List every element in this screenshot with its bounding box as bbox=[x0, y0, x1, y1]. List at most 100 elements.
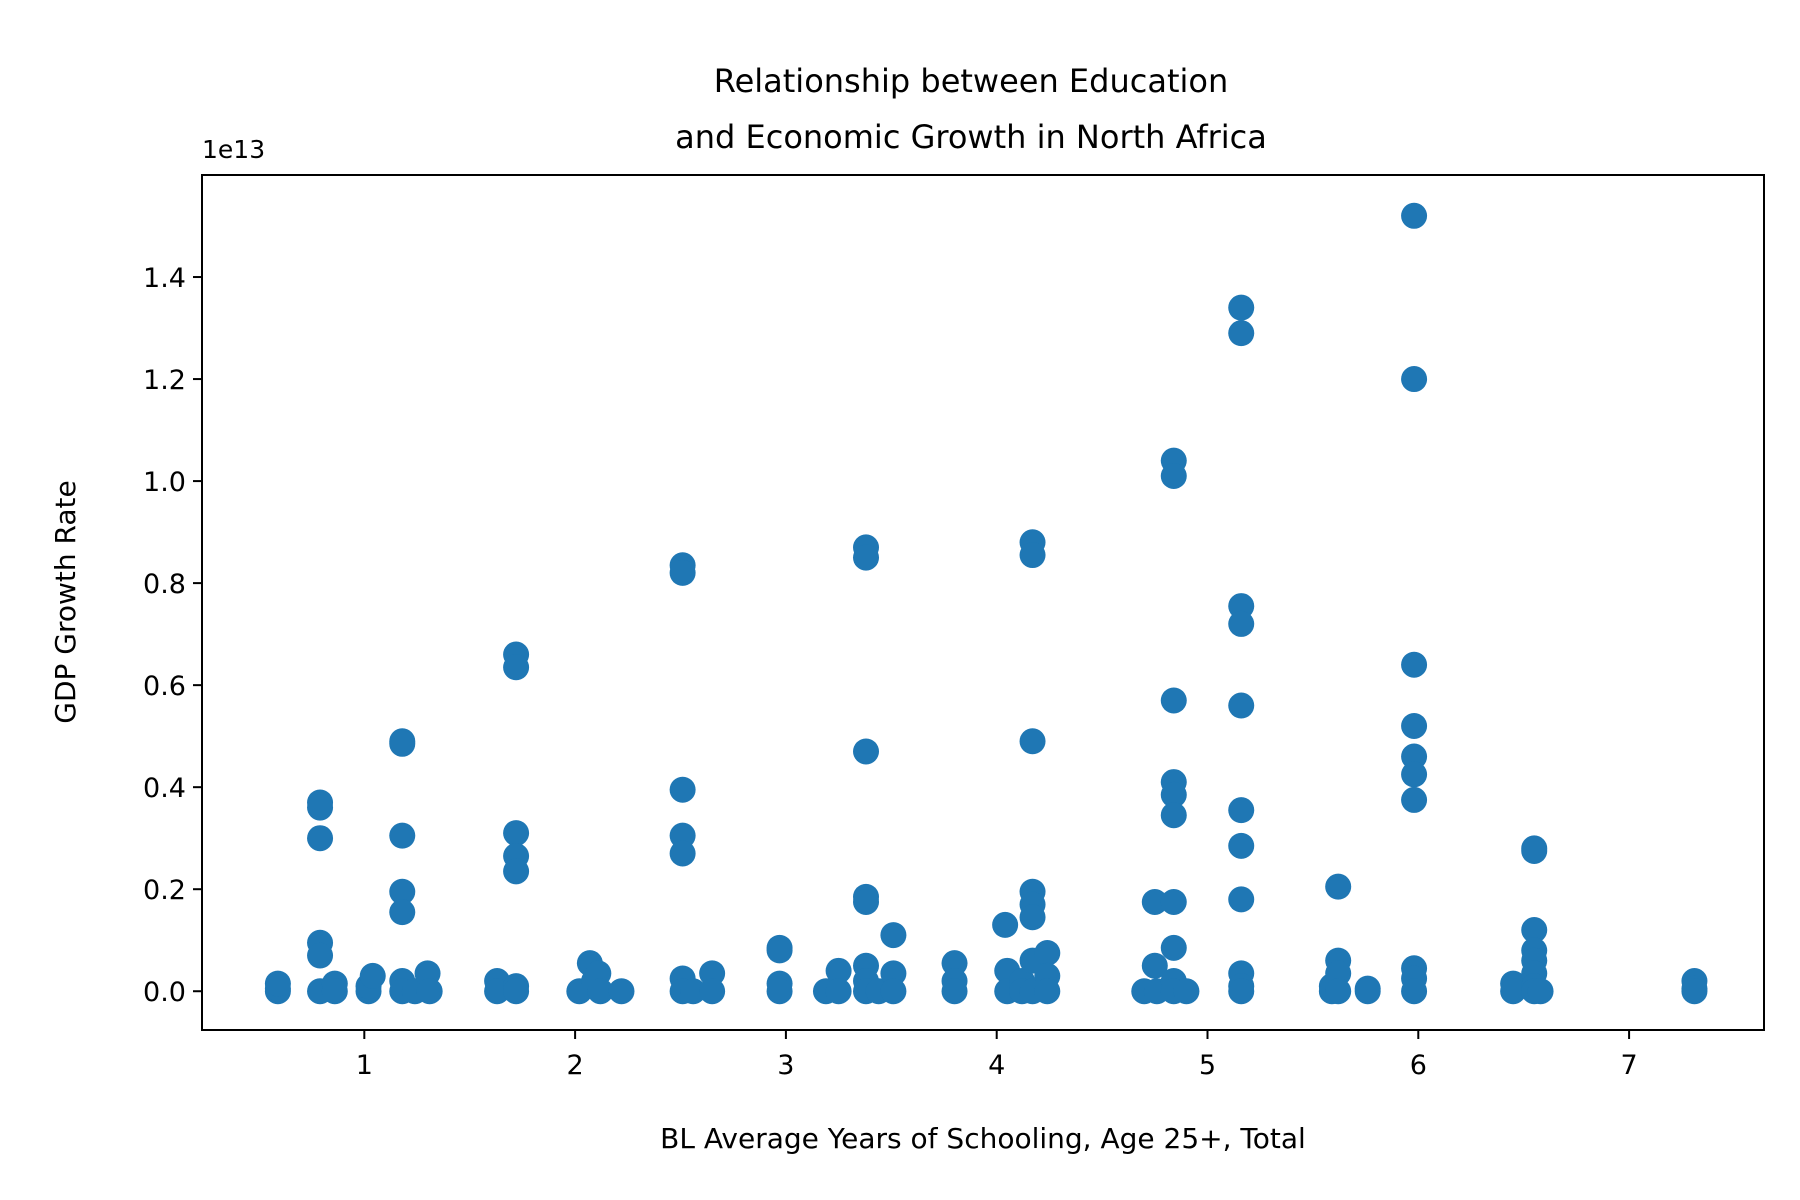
data-point bbox=[825, 978, 852, 1005]
x-tick-label: 6 bbox=[1410, 1050, 1427, 1081]
y-tick-label: 1.2 bbox=[143, 365, 186, 396]
data-point bbox=[880, 978, 907, 1005]
data-point bbox=[1228, 886, 1255, 913]
data-point bbox=[1401, 786, 1428, 813]
y-tick-label: 0.2 bbox=[143, 875, 186, 906]
data-point bbox=[264, 970, 291, 997]
y-tick-label: 1.4 bbox=[143, 263, 186, 294]
data-point bbox=[1401, 651, 1428, 678]
data-point bbox=[941, 950, 968, 977]
data-point bbox=[766, 978, 793, 1005]
data-point bbox=[941, 978, 968, 1005]
data-point bbox=[1527, 978, 1554, 1005]
data-point bbox=[669, 840, 696, 867]
data-point bbox=[321, 978, 348, 1005]
y-tick-label: 0.0 bbox=[143, 977, 186, 1008]
y-axis-ticks: 0.0 0.2 0.4 0.6 0.8 1.0 1.2 1.4 bbox=[143, 263, 202, 1008]
plot-area bbox=[201, 174, 1765, 1031]
data-point bbox=[1228, 797, 1255, 824]
data-point bbox=[416, 978, 443, 1005]
y-tick-label: 0.6 bbox=[143, 671, 186, 702]
data-point bbox=[669, 559, 696, 586]
x-tick-label: 1 bbox=[356, 1050, 373, 1081]
y-tick-label: 1.0 bbox=[143, 467, 186, 498]
data-point bbox=[1160, 781, 1187, 808]
data-point bbox=[853, 738, 880, 765]
data-point bbox=[307, 794, 334, 821]
data-point bbox=[503, 820, 530, 847]
data-point bbox=[1354, 978, 1381, 1005]
data-point bbox=[503, 858, 530, 885]
data-point bbox=[1500, 978, 1527, 1005]
data-point bbox=[1401, 761, 1428, 788]
y-axis-offset-label: 1e13 bbox=[202, 135, 265, 164]
data-point bbox=[587, 978, 614, 1005]
y-axis-label: GDP Growth Rate bbox=[49, 480, 82, 724]
data-point bbox=[1141, 888, 1168, 915]
data-point bbox=[307, 825, 334, 852]
data-point bbox=[766, 937, 793, 964]
data-point bbox=[1401, 743, 1428, 770]
data-point bbox=[1228, 832, 1255, 859]
x-axis-label: BL Average Years of Schooling, Age 25+, … bbox=[660, 1122, 1306, 1155]
data-point bbox=[1521, 917, 1548, 944]
x-tick-label: 3 bbox=[777, 1050, 794, 1081]
data-point bbox=[1160, 462, 1187, 489]
x-tick-label: 7 bbox=[1620, 1050, 1637, 1081]
data-point bbox=[669, 822, 696, 849]
plot-area-background bbox=[202, 175, 1764, 1030]
y-tick-label: 0.4 bbox=[143, 773, 186, 804]
plot-frame bbox=[201, 174, 1765, 1031]
data-point bbox=[825, 957, 852, 984]
data-point bbox=[1019, 728, 1046, 755]
data-points bbox=[264, 202, 1708, 1005]
data-point bbox=[680, 978, 707, 1005]
data-point bbox=[389, 899, 416, 926]
data-point bbox=[699, 978, 726, 1005]
chart-title-line-2: and Economic Growth in North Africa bbox=[675, 118, 1267, 156]
y-tick-label: 0.8 bbox=[143, 569, 186, 600]
data-point bbox=[307, 942, 334, 969]
data-point bbox=[1160, 888, 1187, 915]
data-point bbox=[1160, 934, 1187, 961]
data-point bbox=[1401, 366, 1428, 393]
data-point bbox=[1325, 873, 1352, 900]
data-point bbox=[1325, 978, 1352, 1005]
data-point bbox=[1228, 294, 1255, 321]
data-point bbox=[1681, 978, 1708, 1005]
data-point bbox=[1019, 542, 1046, 569]
x-tick-label: 5 bbox=[1199, 1050, 1216, 1081]
data-point bbox=[1228, 593, 1255, 620]
data-point bbox=[608, 978, 635, 1005]
data-point bbox=[1401, 978, 1428, 1005]
data-point bbox=[1228, 692, 1255, 719]
data-point bbox=[1034, 939, 1061, 966]
data-point bbox=[699, 960, 726, 987]
data-point bbox=[669, 776, 696, 803]
chart-title-line-1: Relationship between Education bbox=[714, 62, 1228, 100]
data-point bbox=[389, 730, 416, 757]
data-point bbox=[359, 962, 386, 989]
data-point bbox=[1160, 802, 1187, 829]
x-tick-label: 2 bbox=[567, 1050, 584, 1081]
data-point bbox=[1228, 320, 1255, 347]
data-point bbox=[1325, 960, 1352, 987]
data-point bbox=[1141, 952, 1168, 979]
data-point bbox=[1160, 687, 1187, 714]
data-point bbox=[1173, 978, 1200, 1005]
data-point bbox=[853, 888, 880, 915]
data-point bbox=[1401, 202, 1428, 229]
data-point bbox=[992, 911, 1019, 938]
data-point bbox=[880, 922, 907, 949]
x-tick-label: 4 bbox=[988, 1050, 1005, 1081]
data-point bbox=[503, 654, 530, 681]
data-point bbox=[1228, 610, 1255, 637]
data-point bbox=[389, 878, 416, 905]
data-point bbox=[389, 822, 416, 849]
data-point bbox=[1019, 904, 1046, 931]
data-point bbox=[1521, 837, 1548, 864]
data-point bbox=[1034, 978, 1061, 1005]
data-point bbox=[853, 544, 880, 571]
data-point bbox=[503, 978, 530, 1005]
